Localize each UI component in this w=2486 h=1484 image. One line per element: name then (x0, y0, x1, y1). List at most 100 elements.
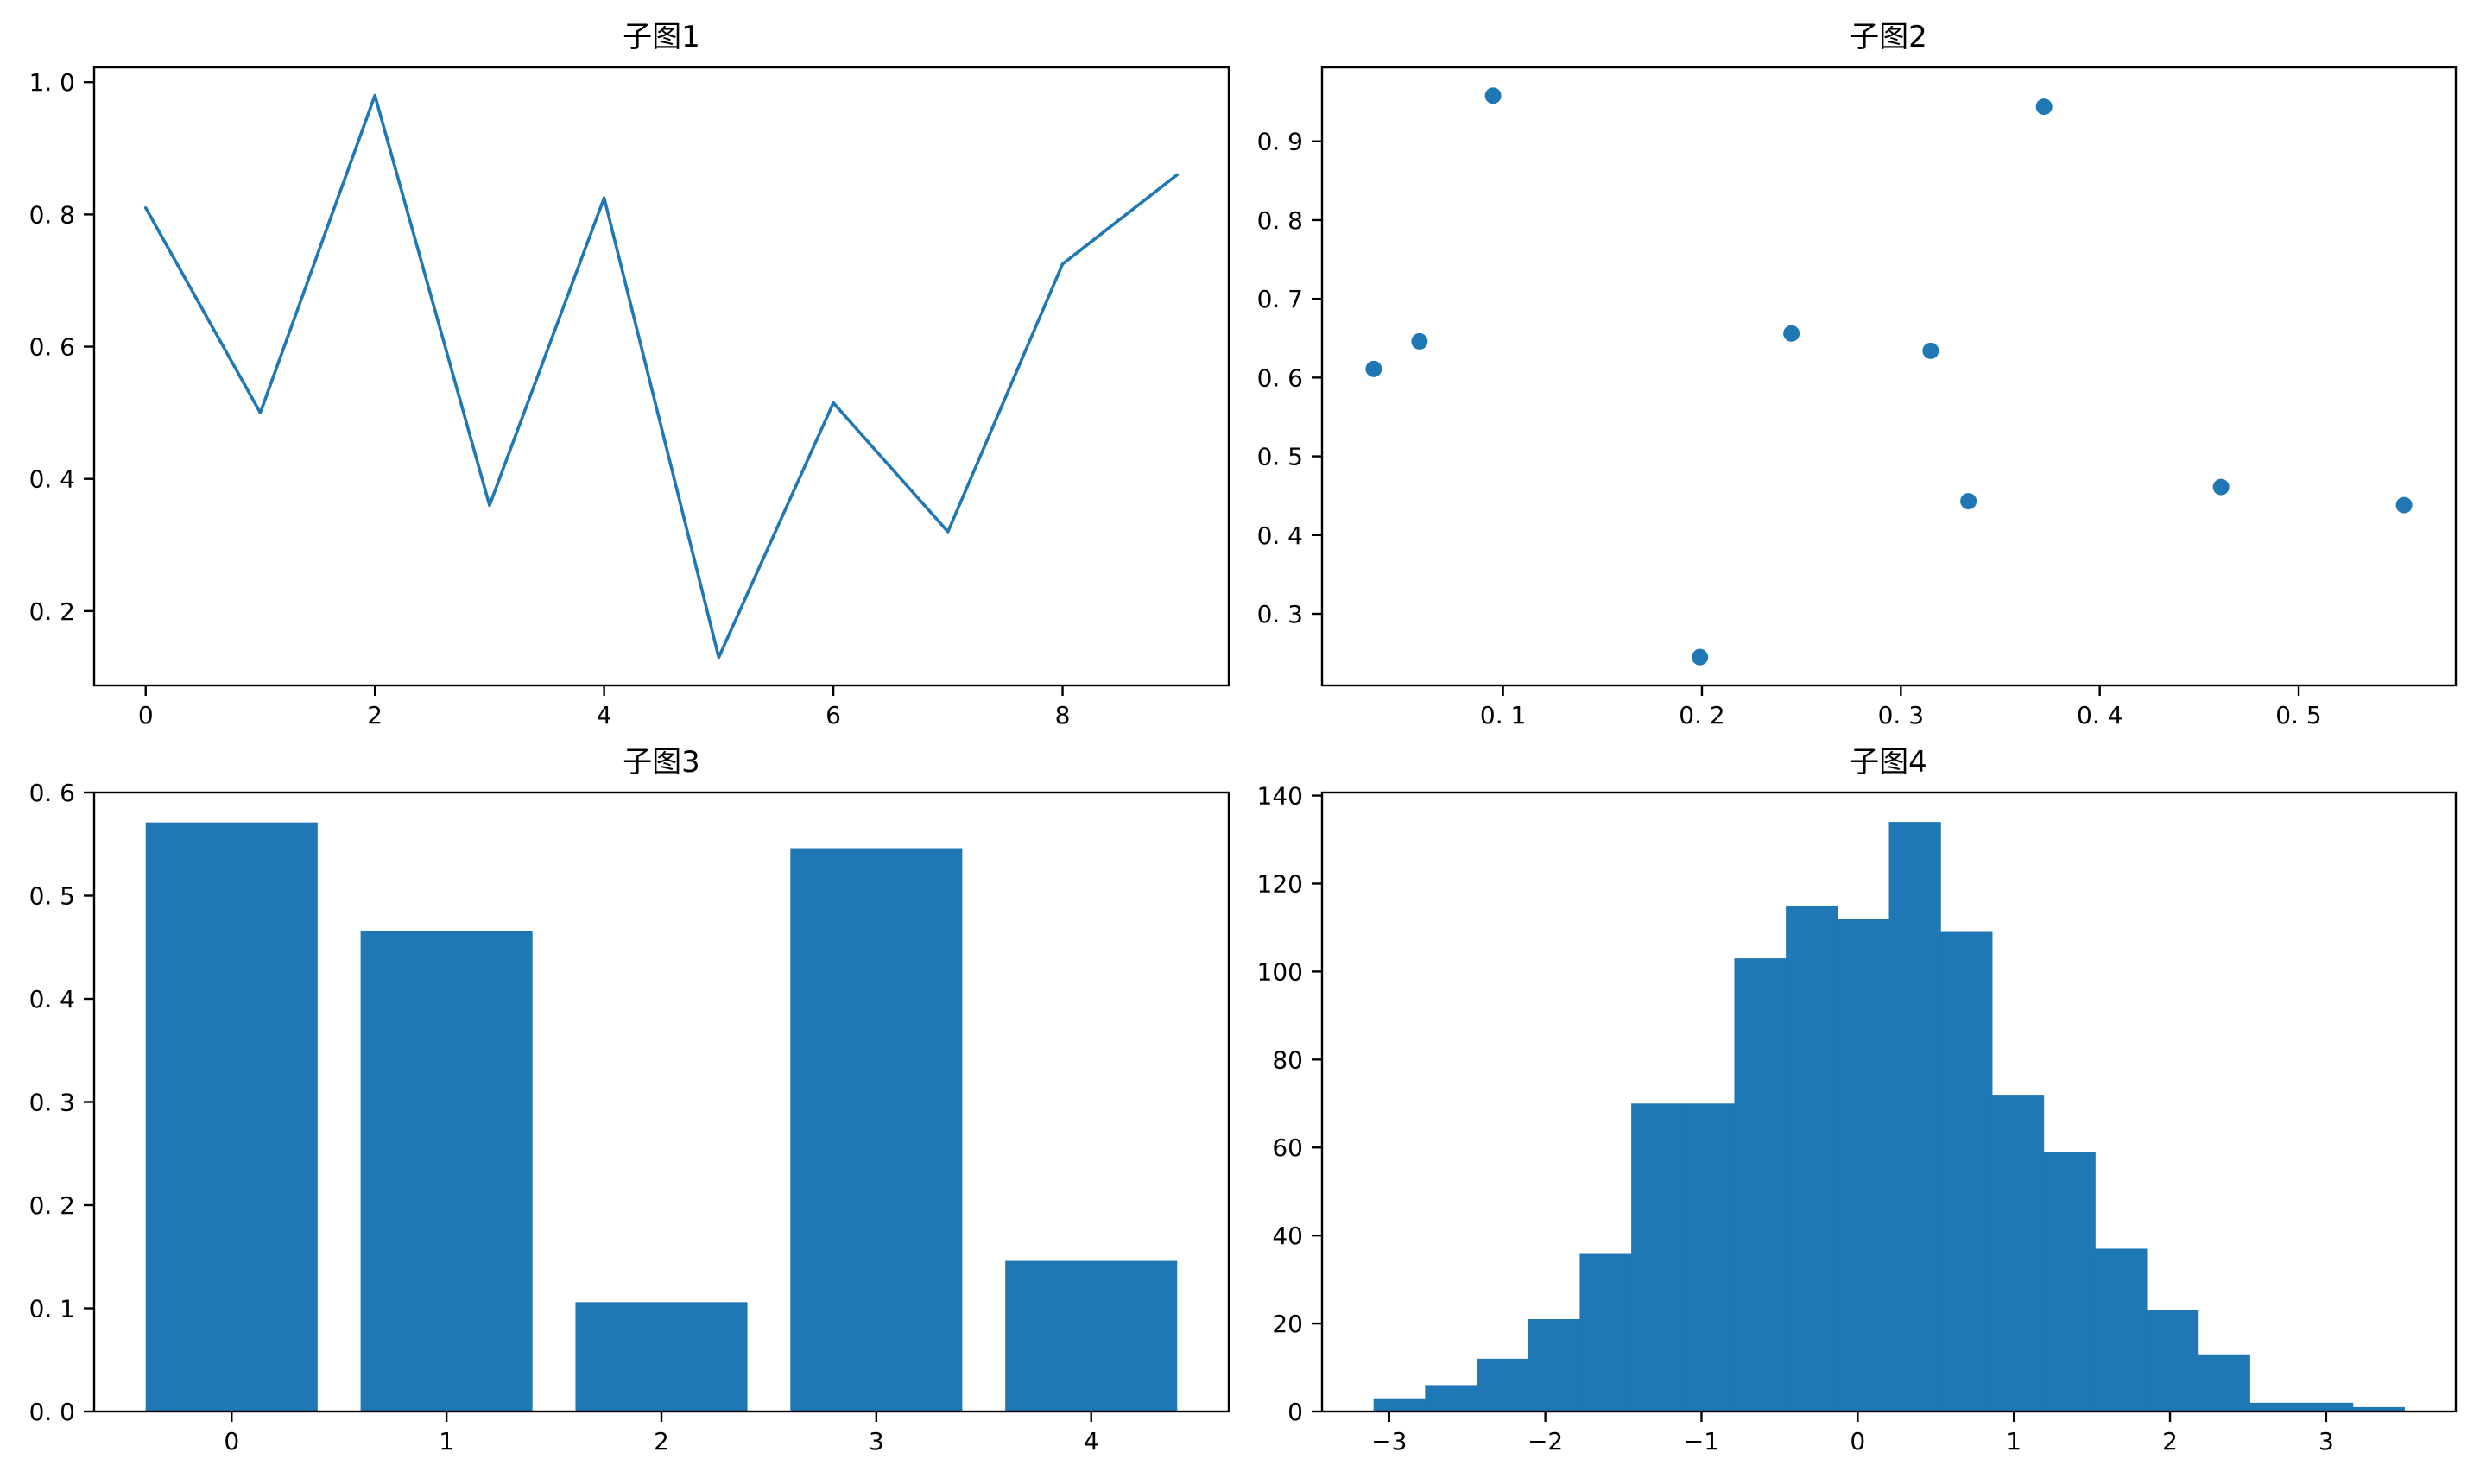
subplot-2-plot-area: 0. 1 0. 2 0. 3 0. 4 0. 5 0. 3 0. 4 0. 5 0. 6 0. 7… (1257, 66, 2458, 729)
x-tick-label: 2 (367, 701, 383, 729)
y-tick-label: 0. 2 (29, 1191, 75, 1220)
axes-frame (92, 66, 1230, 687)
scatter-point (1783, 325, 1800, 342)
y-tick-label: 0. 5 (29, 882, 75, 911)
hist-bar (1837, 919, 1890, 1411)
x-tick-label: 6 (826, 701, 841, 729)
bar (145, 822, 318, 1411)
y-tick-label: 0. 6 (1257, 363, 1303, 392)
scatter-point (1922, 342, 1939, 359)
x-tick-label: 1 (2006, 1427, 2021, 1456)
y-tick-label: 0. 2 (29, 597, 75, 626)
hist-bar (1425, 1385, 1477, 1411)
hist-bar (1888, 822, 1941, 1411)
subplot-3-plot-area: 0 1 2 3 4 0. 0 0. 1 0. 2 0. 3 0. 4 0. 5 0. 6 (29, 779, 1230, 1456)
hist-bar (1579, 1253, 1632, 1411)
scatter-point (1960, 493, 1977, 510)
x-tick-label: 0. 1 (1480, 701, 1526, 729)
x-tick-label: 0. 4 (2077, 701, 2122, 729)
hist-bar (1734, 958, 1787, 1411)
x-tick-label: 0 (1850, 1427, 1865, 1456)
x-tick-label: 2 (2162, 1427, 2178, 1456)
hist-bar (1991, 1095, 2045, 1411)
y-tick-label: 0. 8 (29, 200, 75, 229)
y-tick-label: 100 (1257, 957, 1303, 986)
scatter-point (2212, 478, 2230, 496)
bar (360, 931, 533, 1411)
hist-bar (2300, 1402, 2354, 1411)
subplot-2-title: 子图2 (1850, 20, 1927, 54)
hist-bar (2095, 1248, 2148, 1411)
hist-bar (1786, 905, 1838, 1411)
subplot-3-title: 子图3 (623, 745, 700, 780)
x-tick-label: 2 (654, 1427, 669, 1456)
y-tick-label: 1. 0 (29, 68, 75, 97)
hist-bar (1940, 931, 1993, 1411)
subplot-4-title: 子图4 (1850, 745, 1927, 780)
y-tick-label: 0. 5 (1257, 443, 1303, 471)
y-tick-label: 0. 9 (1257, 128, 1303, 156)
y-tick-label: 140 (1257, 782, 1303, 811)
bar (1005, 1260, 1178, 1411)
hist-bar (1631, 1103, 1684, 1411)
x-tick-label: 1 (439, 1427, 454, 1456)
y-tick-label: 0. 8 (1257, 206, 1303, 235)
bar (575, 1302, 748, 1411)
scatter-point (1411, 332, 1428, 350)
y-tick-label: 40 (1272, 1222, 1303, 1250)
hist-bar (2043, 1152, 2096, 1411)
y-tick-label: 0. 6 (29, 333, 75, 362)
y-tick-label: 0 (1287, 1398, 1303, 1426)
subplot-3-bar-chart: 子图3 0 1 2 3 4 0. 0 0. 1 0. 2 0. 3 0. 4 0. 5 0. 6 (29, 745, 1230, 1456)
y-tick-label: 0. 3 (29, 1089, 75, 1117)
y-tick-label: 0. 6 (29, 779, 75, 807)
x-tick-label: −2 (1528, 1427, 1563, 1456)
x-tick-label: 8 (1055, 701, 1071, 729)
x-tick-label: 0. 5 (2275, 701, 2321, 729)
axes-frame (1320, 66, 2458, 687)
y-tick-label: 120 (1257, 869, 1303, 898)
hist-bar (1373, 1398, 1426, 1411)
line-series (143, 93, 1180, 660)
x-tick-label: 3 (2318, 1427, 2334, 1456)
scatter-point (2395, 496, 2413, 514)
bar (790, 848, 963, 1411)
subplot-1-line-chart: 子图1 0 2 4 6 8 0. 2 0. 4 0. 6 0. 8 1. 0 (29, 20, 1230, 729)
hist-bar (1682, 1103, 1736, 1411)
y-tick-label: 0. 1 (29, 1295, 75, 1323)
y-tick-label: 0. 4 (1257, 521, 1303, 550)
scatter-point (1692, 648, 1709, 666)
hist-bar (2198, 1354, 2250, 1411)
subplot-4-histogram-chart: 子图4 −3 −2 −1 0 1 2 3 0 20 40 60 80 100 120 140 (1257, 745, 2458, 1456)
subplot-1-title: 子图1 (623, 20, 700, 54)
x-tick-label: 0 (138, 701, 154, 729)
x-tick-label: 3 (869, 1427, 884, 1456)
x-tick-label: 4 (597, 701, 612, 729)
y-tick-label: 60 (1272, 1134, 1303, 1162)
hist-bar (2146, 1310, 2199, 1411)
scatter-point (1484, 87, 1502, 104)
subplot-2-scatter-chart: 子图2 0. 1 0. 2 0. 3 0. 4 0. 5 0. 3 0. 4 0. 5 0. 6… (1257, 20, 2458, 729)
scatter-point (2035, 98, 2053, 116)
x-tick-label: −1 (1684, 1427, 1719, 1456)
subplot-4-plot-area: −3 −2 −1 0 1 2 3 0 20 40 60 80 100 120 140 (1257, 782, 2458, 1456)
hist-bar (1528, 1318, 1581, 1411)
x-tick-label: −3 (1371, 1427, 1407, 1456)
subplot-1-plot-area: 0 2 4 6 8 0. 2 0. 4 0. 6 0. 8 1. 0 (29, 66, 1230, 729)
x-tick-label: 4 (1084, 1427, 1099, 1456)
hist-bar (2249, 1402, 2302, 1411)
y-tick-label: 0. 0 (29, 1398, 75, 1426)
axes-frame (1320, 791, 2458, 1413)
x-tick-label: 0 (224, 1427, 239, 1456)
x-tick-label: 0. 2 (1679, 701, 1724, 729)
y-tick-label: 0. 4 (29, 985, 75, 1014)
scatter-point (1365, 360, 1382, 377)
y-tick-label: 0. 4 (29, 465, 75, 494)
hist-bar (2352, 1406, 2405, 1411)
hist-bar (1477, 1358, 1529, 1411)
y-tick-label: 20 (1272, 1310, 1303, 1338)
x-tick-label: 0. 3 (1878, 701, 1924, 729)
y-tick-label: 0. 7 (1257, 285, 1303, 313)
